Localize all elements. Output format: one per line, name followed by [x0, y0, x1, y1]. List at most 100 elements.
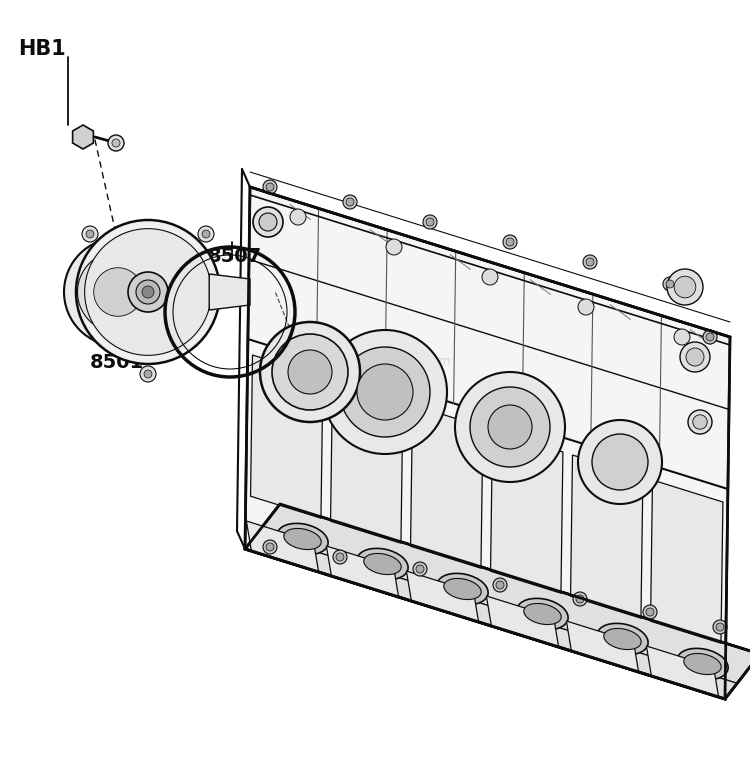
Circle shape	[493, 578, 507, 592]
Text: 8501: 8501	[90, 353, 144, 372]
Circle shape	[586, 258, 594, 266]
Circle shape	[340, 347, 430, 437]
Polygon shape	[209, 274, 250, 310]
Circle shape	[108, 135, 124, 151]
Circle shape	[643, 605, 657, 619]
Circle shape	[573, 592, 587, 606]
Ellipse shape	[677, 648, 728, 680]
Circle shape	[112, 139, 120, 147]
Circle shape	[85, 229, 212, 355]
Circle shape	[674, 276, 696, 298]
Circle shape	[94, 268, 142, 316]
Ellipse shape	[284, 528, 321, 550]
Circle shape	[688, 410, 712, 434]
Polygon shape	[73, 125, 94, 149]
Circle shape	[128, 272, 168, 312]
Text: 8507: 8507	[208, 247, 262, 266]
Circle shape	[578, 420, 662, 504]
Circle shape	[506, 238, 514, 246]
Circle shape	[266, 183, 274, 191]
Ellipse shape	[684, 653, 722, 674]
Circle shape	[426, 218, 434, 226]
Circle shape	[470, 387, 550, 467]
Circle shape	[82, 226, 98, 242]
Polygon shape	[251, 355, 323, 519]
Circle shape	[455, 372, 565, 482]
Circle shape	[667, 269, 703, 305]
Circle shape	[713, 620, 727, 634]
Ellipse shape	[357, 548, 408, 580]
Circle shape	[346, 198, 354, 206]
Circle shape	[592, 434, 648, 490]
Circle shape	[272, 334, 348, 410]
Circle shape	[198, 226, 214, 242]
Circle shape	[144, 370, 152, 378]
Text: HB1: HB1	[18, 39, 66, 59]
Polygon shape	[247, 521, 319, 572]
Circle shape	[488, 405, 532, 449]
Circle shape	[576, 595, 584, 603]
Polygon shape	[650, 480, 723, 643]
Circle shape	[482, 269, 498, 285]
Circle shape	[680, 342, 710, 372]
Ellipse shape	[517, 598, 568, 630]
Polygon shape	[410, 405, 483, 569]
Circle shape	[503, 235, 517, 249]
Ellipse shape	[524, 603, 561, 625]
Circle shape	[357, 364, 413, 420]
Polygon shape	[326, 546, 398, 597]
Circle shape	[716, 623, 724, 631]
Polygon shape	[490, 430, 563, 593]
Polygon shape	[487, 596, 559, 647]
Circle shape	[693, 415, 707, 429]
Circle shape	[263, 180, 277, 194]
Ellipse shape	[597, 623, 648, 655]
Polygon shape	[646, 646, 718, 697]
Ellipse shape	[364, 553, 401, 575]
Circle shape	[64, 238, 172, 346]
Circle shape	[706, 333, 714, 341]
Ellipse shape	[444, 578, 482, 600]
Circle shape	[260, 322, 360, 422]
Polygon shape	[406, 571, 478, 622]
Circle shape	[583, 255, 597, 269]
Circle shape	[646, 608, 654, 616]
Circle shape	[423, 215, 437, 229]
Circle shape	[86, 230, 94, 238]
Circle shape	[77, 251, 158, 332]
Circle shape	[202, 230, 210, 238]
Circle shape	[578, 299, 594, 315]
Circle shape	[290, 209, 306, 225]
Circle shape	[76, 220, 220, 364]
Circle shape	[323, 330, 447, 454]
Circle shape	[386, 239, 402, 255]
Circle shape	[333, 550, 347, 564]
Polygon shape	[245, 187, 730, 699]
Circle shape	[263, 540, 277, 554]
Circle shape	[288, 350, 332, 394]
Circle shape	[703, 330, 717, 344]
Polygon shape	[571, 455, 643, 618]
Polygon shape	[566, 621, 638, 672]
Text: eReplacementParts.com: eReplacementParts.com	[298, 356, 452, 369]
Circle shape	[413, 562, 427, 576]
Ellipse shape	[277, 523, 328, 555]
Polygon shape	[331, 380, 403, 544]
Ellipse shape	[604, 628, 641, 650]
Circle shape	[140, 366, 156, 382]
Ellipse shape	[437, 573, 488, 605]
Circle shape	[253, 207, 283, 237]
Circle shape	[142, 286, 154, 298]
Circle shape	[663, 277, 677, 291]
Circle shape	[336, 553, 344, 561]
Circle shape	[259, 213, 277, 231]
Circle shape	[416, 565, 424, 573]
Polygon shape	[245, 504, 750, 699]
Circle shape	[686, 348, 704, 366]
Circle shape	[343, 195, 357, 209]
Circle shape	[674, 329, 690, 345]
Circle shape	[666, 280, 674, 288]
Circle shape	[266, 543, 274, 551]
Circle shape	[496, 581, 504, 589]
Circle shape	[136, 280, 160, 304]
